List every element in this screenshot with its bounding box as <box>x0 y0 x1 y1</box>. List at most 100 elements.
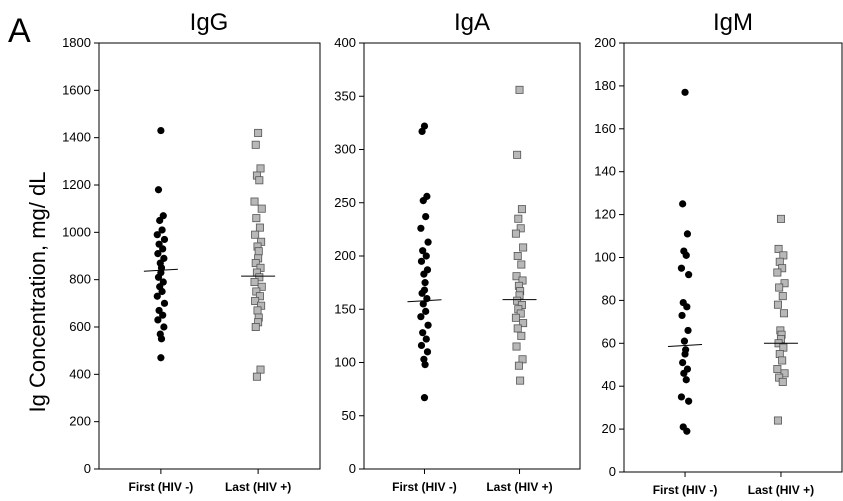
data-point-last <box>780 369 789 378</box>
data-point-last <box>517 260 526 269</box>
chart-title: IgM <box>713 9 753 36</box>
plot-frame <box>623 42 843 473</box>
data-point-first <box>160 235 169 244</box>
chart-igm: IgM 0 20 40 60 80 100 120 140 160 180 200 First (HIV… <box>594 9 843 497</box>
y-tick-label: 1000 <box>62 224 91 239</box>
data-point-last <box>514 361 523 370</box>
data-point-first <box>419 329 427 337</box>
data-point-first <box>683 230 692 238</box>
data-point-first <box>685 271 693 279</box>
data-point-first <box>683 303 691 311</box>
data-point-last <box>512 272 521 281</box>
data-point-last <box>511 313 520 322</box>
data-point-last <box>780 279 789 288</box>
data-point-last <box>251 259 260 268</box>
data-point-last <box>519 243 528 252</box>
data-point-first <box>153 292 161 300</box>
data-point-first <box>681 350 689 358</box>
data-point-first <box>684 326 692 335</box>
data-point-last <box>251 140 260 149</box>
data-point-first <box>421 279 429 287</box>
data-point-last <box>513 150 522 159</box>
data-point-first <box>156 216 164 225</box>
plot-frame <box>363 42 581 470</box>
y-tick-label: 1400 <box>62 130 91 145</box>
y-tick-label: 180 <box>594 78 616 93</box>
chart-igg: IgG 0 200 400 600 800 1000 1200 1400 1600 1800 Firs… <box>62 9 321 494</box>
plot-frame <box>98 42 321 470</box>
data-point-last <box>253 306 262 315</box>
data-point-last <box>516 376 525 385</box>
data-point-first <box>422 335 430 343</box>
data-point-first <box>682 251 690 259</box>
y-tick-label: 160 <box>594 121 616 136</box>
y-axis-label: Ig Concentration, mg/ dL <box>25 172 50 413</box>
data-point-last <box>255 176 264 185</box>
data-point-first <box>422 307 430 315</box>
data-point-first <box>424 321 432 329</box>
data-point-first <box>417 341 426 350</box>
data-point-first <box>158 226 166 234</box>
y-tick-label: 800 <box>69 272 91 287</box>
data-point-last <box>775 283 784 292</box>
y-tick-label: 400 <box>69 366 91 381</box>
data-point-first <box>424 238 432 246</box>
data-point-first <box>154 186 163 194</box>
data-point-last <box>255 292 264 301</box>
data-point-first <box>154 273 163 281</box>
data-point-last <box>773 300 782 309</box>
data-point-last <box>255 273 264 282</box>
data-point-first <box>160 299 169 307</box>
chart-title: IgG <box>190 9 229 36</box>
chart-panels: IgG020040060080010001200140016001800Firs… <box>62 9 843 497</box>
data-point-last <box>517 331 526 340</box>
data-point-first <box>681 88 689 96</box>
chart-title: IgA <box>454 9 490 36</box>
data-point-last <box>774 244 783 253</box>
data-point-first <box>680 337 689 345</box>
data-point-last <box>257 282 266 291</box>
data-point-last <box>251 230 260 239</box>
data-point-last <box>517 205 526 214</box>
data-point-last <box>254 247 263 256</box>
x-category-label: Last (HIV +) <box>486 480 552 494</box>
data-point-first <box>422 252 430 260</box>
data-point-first <box>420 270 428 278</box>
y-tick-label: 200 <box>594 35 616 50</box>
data-point-last <box>515 85 524 94</box>
data-point-first <box>159 245 167 253</box>
data-point-first <box>678 311 686 320</box>
data-point-first <box>422 212 430 221</box>
y-tick-label: 100 <box>594 250 616 265</box>
data-point-last <box>256 365 265 374</box>
y-tick-label: 200 <box>69 414 91 429</box>
y-tick-label: 100 <box>334 355 356 370</box>
data-point-last <box>779 309 788 318</box>
data-point-first <box>677 393 686 401</box>
y-tick-label: 0 <box>349 461 356 476</box>
data-point-last <box>778 264 787 273</box>
y-tick-label: 150 <box>334 301 356 316</box>
data-point-first <box>417 224 425 232</box>
data-point-last <box>776 214 785 223</box>
data-point-first <box>154 316 162 324</box>
y-tick-label: 600 <box>69 319 91 334</box>
data-point-last <box>254 128 263 137</box>
data-point-last <box>257 204 266 213</box>
data-point-last <box>778 292 787 301</box>
data-point-last <box>513 324 522 333</box>
y-tick-label: 40 <box>602 378 616 393</box>
data-point-first <box>153 231 161 239</box>
data-point-last <box>516 309 525 318</box>
chart-iga: IgA 0 50 100 150 200 250 300 350 400 First (HIV -)… <box>334 9 581 494</box>
data-point-last <box>511 229 520 238</box>
data-point-first <box>679 359 687 367</box>
data-point-first <box>420 394 429 402</box>
data-point-last <box>512 342 521 351</box>
y-tick-label: 0 <box>609 464 616 479</box>
data-point-last <box>255 223 264 232</box>
data-point-first <box>683 427 691 435</box>
data-point-first <box>419 247 427 255</box>
data-point-first <box>677 264 686 272</box>
